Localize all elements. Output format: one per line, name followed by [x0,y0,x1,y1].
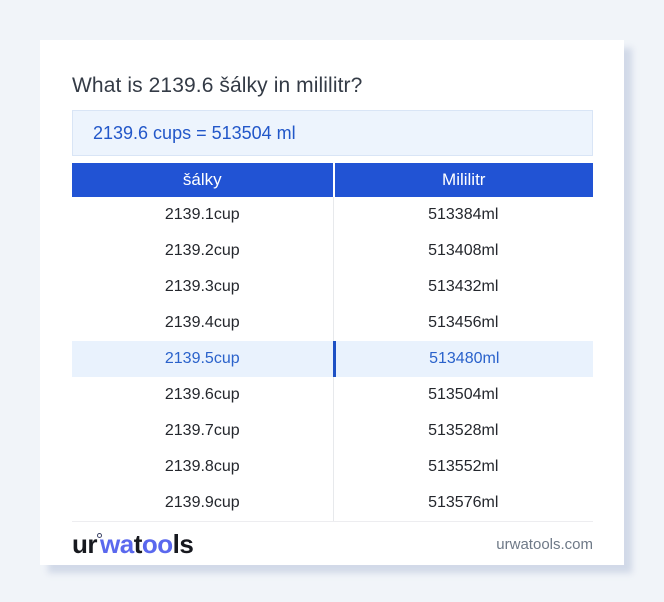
conversion-card: What is 2139.6 šálky in mililitr? 2139.6… [40,40,624,565]
cups-cell: 2139.1cup [164,206,240,223]
cups-cell: 2139.6cup [164,386,240,403]
logo-text-t: t [133,528,143,559]
table-row[interactable]: 2139.7cup 513528ml [72,413,593,449]
card-footer: ur watools urwatools.com [72,522,593,566]
ml-cell: 513552ml [332,449,594,485]
conversion-table: šálky Mililitr 2139.1cup 513384ml 2139.2… [72,163,593,522]
ml-cell: 513408ml [332,233,594,269]
cups-cell: 2139.9cup [164,494,240,511]
cups-cell: 2139.2cup [164,242,240,259]
cups-cell: 2139.8cup [164,458,240,475]
table-header-ml: Mililitr [332,163,594,197]
logo-text-ur: ur [72,528,98,559]
table-row[interactable]: 2139.9cup 513576ml [72,485,593,521]
cups-cell: 2139.3cup [164,278,240,295]
table-row[interactable]: 2139.4cup 513456ml [72,305,593,341]
conversion-result-text: 2139.6 cups = 513504 ml [93,122,296,143]
ml-cell: 513432ml [332,269,594,305]
site-domain: urwatools.com [496,535,593,553]
conversion-result-box: 2139.6 cups = 513504 ml [72,110,593,156]
logo-text-oo: oo [141,528,173,559]
table-header-cups: šálky [182,170,222,189]
table-header-row: šálky Mililitr [72,163,593,197]
ml-cell: 513504ml [332,377,594,413]
ml-cell: 513528ml [332,413,594,449]
cups-cell: 2139.4cup [164,314,240,331]
page-title: What is 2139.6 šálky in mililitr? [72,74,363,97]
table-row[interactable]: 2139.3cup 513432ml [72,269,593,305]
cups-cell: 2139.7cup [164,422,240,439]
urwatools-logo[interactable]: ur watools [72,528,194,560]
table-row[interactable]: 2139.2cup 513408ml [72,233,593,269]
table-row[interactable]: 2139.5cup 513480ml [72,341,593,377]
logo-ring-icon [97,532,102,538]
ml-cell: 513384ml [332,197,594,233]
table-row[interactable]: 2139.1cup 513384ml [72,197,593,233]
ml-cell: 513480ml [332,341,594,377]
table-row[interactable]: 2139.6cup 513504ml [72,377,593,413]
logo-text-wa: wa [100,528,134,559]
cups-cell: 2139.5cup [164,350,240,367]
ml-cell: 513456ml [332,305,594,341]
logo-text-ls: ls [172,528,194,559]
table-row[interactable]: 2139.8cup 513552ml [72,449,593,485]
ml-cell: 513576ml [332,485,594,521]
table-body: 2139.1cup 513384ml 2139.2cup 513408ml 21… [72,197,593,522]
